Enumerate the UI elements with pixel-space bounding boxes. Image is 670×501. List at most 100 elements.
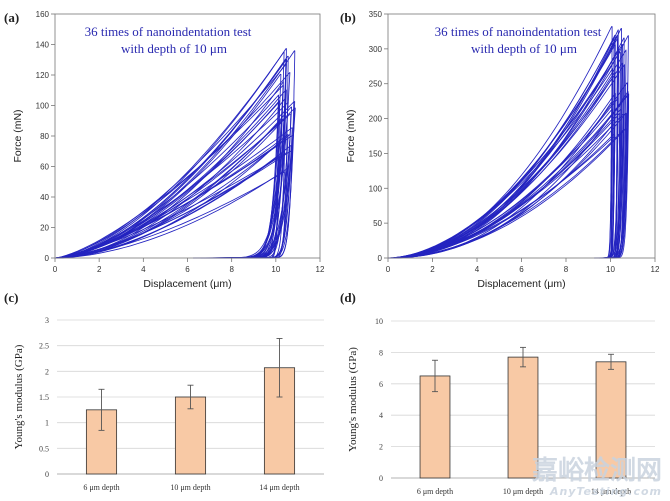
load-unload-curve <box>387 64 626 259</box>
load-unload-curve <box>54 155 280 259</box>
panel-label: (c) <box>4 290 18 305</box>
watermark: 嘉峪检测网 AnyTesting.com <box>532 458 662 497</box>
load-unload-curve <box>387 38 615 259</box>
load-unload-curve <box>54 167 289 259</box>
load-unload-curve <box>54 72 291 259</box>
x-tick-label: 12 <box>651 265 660 274</box>
x-tick-label: 2 <box>430 265 435 274</box>
watermark-main: 嘉峪检测网 <box>531 456 662 486</box>
load-unload-curve <box>54 133 291 259</box>
y-tick-label: 2 <box>379 443 383 452</box>
y-tick-label: 300 <box>369 45 383 54</box>
x-axis-label: Displacement (μm) <box>143 278 231 290</box>
load-unload-curve <box>54 58 287 259</box>
y-tick-label: 50 <box>373 219 382 228</box>
x-tick-label: 6 <box>185 265 190 274</box>
load-unload-curve <box>387 94 629 259</box>
category-label: 10 μm depth <box>170 483 210 492</box>
y-tick-label: 120 <box>36 71 50 80</box>
y-axis-label: Young's modulus (GPa) <box>13 344 25 449</box>
y-tick-label: 2 <box>45 367 49 376</box>
load-unload-curve <box>387 109 622 259</box>
x-tick-label: 8 <box>229 265 234 274</box>
load-unload-curve <box>54 113 292 259</box>
load-unload-curve <box>387 108 614 259</box>
load-unload-curve <box>387 48 620 259</box>
x-tick-label: 6 <box>519 265 524 274</box>
load-unload-curve <box>54 142 280 259</box>
y-axis-label: Force (mN) <box>12 109 24 162</box>
y-tick-label: 20 <box>40 224 49 233</box>
load-unload-curve <box>387 133 616 259</box>
y-tick-label: 100 <box>369 184 383 193</box>
load-unload-curve <box>54 102 289 259</box>
annotation-line-1: 36 times of nanoindentation test <box>85 24 252 39</box>
load-unload-curve <box>54 85 284 259</box>
annotation-line-1: 36 times of nanoindentation test <box>435 24 602 39</box>
load-unload-curve <box>54 145 292 259</box>
load-unload-curve <box>54 107 296 259</box>
x-tick-label: 12 <box>316 265 325 274</box>
x-tick-label: 0 <box>53 265 58 274</box>
y-tick-label: 1 <box>45 419 49 428</box>
panel-label: (d) <box>340 290 356 305</box>
y-tick-label: 250 <box>369 80 383 89</box>
load-unload-curve <box>387 82 628 259</box>
bar <box>507 356 539 479</box>
y-tick-label: 1.5 <box>39 393 49 402</box>
annotation-line-2: with depth of 10 μm <box>471 41 577 56</box>
y-tick-label: 100 <box>36 102 50 111</box>
y-tick-label: 200 <box>369 115 383 124</box>
y-axis-label: Young's modulus (GPa) <box>347 347 359 452</box>
x-tick-label: 2 <box>97 265 102 274</box>
x-tick-label: 10 <box>606 265 615 274</box>
y-tick-label: 160 <box>36 10 50 19</box>
y-tick-label: 3 <box>45 316 49 325</box>
load-unload-curve <box>387 93 630 259</box>
load-unload-curve <box>54 89 287 259</box>
load-unload-curve <box>54 134 289 259</box>
y-tick-label: 0 <box>45 470 49 479</box>
y-tick-label: 10 <box>375 317 383 326</box>
x-tick-label: 4 <box>141 265 146 274</box>
annotation-line-2: with depth of 10 μm <box>121 41 227 56</box>
y-tick-label: 150 <box>369 149 383 158</box>
chart-a: (a)0 2 4 6 8 10 12020406080100120140160Displac… <box>4 10 325 290</box>
category-label: 10 μm depth <box>503 487 543 496</box>
y-axis-label: Force (mN) <box>345 109 357 162</box>
load-unload-curve <box>388 102 613 259</box>
load-unload-curve <box>387 113 625 259</box>
panel-label: (a) <box>4 10 19 25</box>
bar <box>174 396 207 475</box>
y-tick-label: 2.5 <box>39 342 49 351</box>
y-tick-label: 350 <box>369 10 383 19</box>
y-tick-label: 0.5 <box>39 444 49 453</box>
curves <box>387 26 630 259</box>
x-tick-label: 10 <box>271 265 280 274</box>
y-tick-label: 4 <box>379 411 383 420</box>
load-unload-curve <box>54 106 293 259</box>
y-tick-label: 80 <box>40 132 49 141</box>
y-tick-label: 40 <box>40 193 49 202</box>
x-tick-label: 4 <box>475 265 480 274</box>
y-tick-label: 0 <box>45 254 50 263</box>
watermark-sub: AnyTesting.com <box>549 485 662 498</box>
load-unload-curve <box>54 55 289 259</box>
load-unload-curve <box>54 101 296 259</box>
chart-d: (d) 0 2 4 6 8 10 6 μm depth 10 μm depth 14 μm dep… <box>340 290 655 496</box>
y-tick-label: 6 <box>379 380 383 389</box>
panel-label: (b) <box>340 10 356 25</box>
x-tick-label: 8 <box>564 265 569 274</box>
y-tick-label: 140 <box>36 41 50 50</box>
load-unload-curve <box>54 171 285 259</box>
load-unload-curve <box>387 29 619 259</box>
x-axis-label: Displacement (μm) <box>477 278 565 290</box>
load-unload-curve <box>387 34 616 259</box>
load-unload-curve <box>387 91 629 259</box>
x-tick-label: 0 <box>386 265 391 274</box>
category-label: 14 μm depth <box>591 487 631 496</box>
category-label: 6 μm depth <box>83 483 119 492</box>
y-tick-label: 60 <box>40 163 49 172</box>
curves <box>54 48 296 259</box>
